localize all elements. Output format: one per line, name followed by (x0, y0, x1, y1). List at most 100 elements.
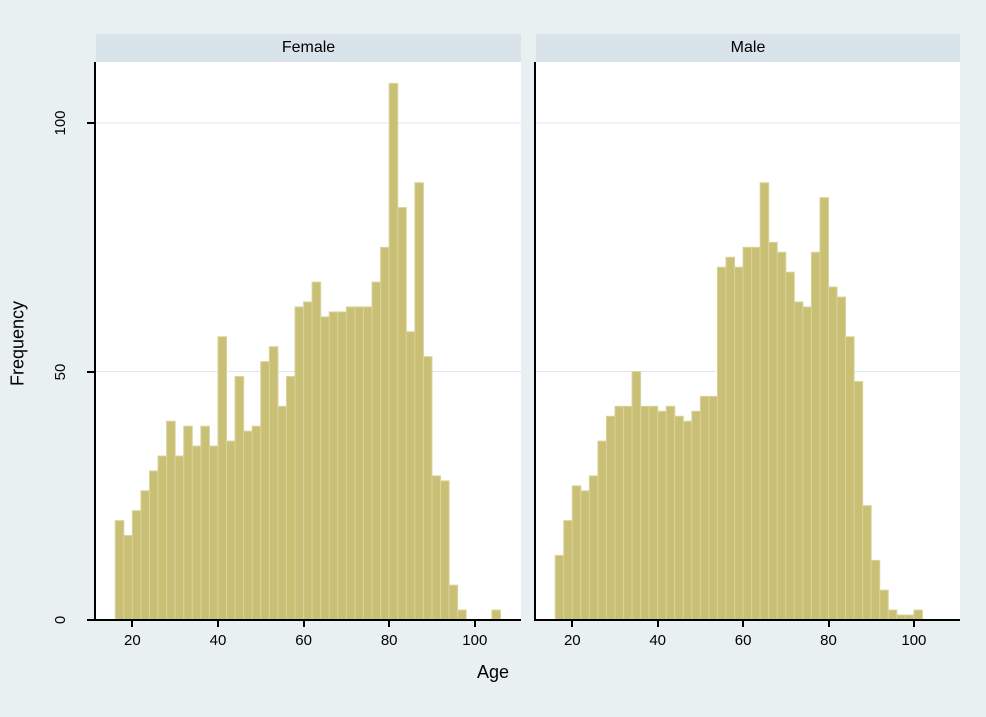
histogram-bar (422, 356, 433, 621)
panel-title-female: Female (281, 39, 336, 56)
x-tick-mark (473, 621, 476, 627)
female-histogram (96, 82, 521, 621)
histogram-bar (554, 554, 565, 621)
x-axis-line-male (534, 619, 960, 621)
histogram-bar (174, 455, 185, 621)
x-tick-label: 80 (380, 632, 398, 649)
panel-header-female: Female (96, 34, 521, 62)
histogram-bar (742, 246, 753, 621)
histogram-bar (277, 405, 287, 621)
histogram-bar (380, 246, 390, 621)
histogram-bar (397, 207, 407, 621)
histogram-bar (708, 395, 718, 621)
histogram-bar (440, 480, 450, 621)
histogram-bar (819, 197, 829, 621)
y-tick-mark (87, 370, 94, 373)
histogram-bar (827, 286, 838, 621)
histogram-bar (631, 371, 642, 621)
x-tick-label: 40 (209, 632, 227, 649)
histogram-bar (354, 306, 365, 621)
histogram-bar (320, 316, 330, 621)
y-tick-label: 0 (52, 615, 69, 625)
histogram-bar (785, 271, 795, 621)
histogram-bar (580, 490, 590, 621)
y-tick-label: 50 (52, 363, 69, 380)
y-tick-label: 100 (52, 110, 69, 136)
histogram-bar (776, 251, 787, 621)
histogram-bar (879, 589, 889, 621)
histogram-bar (157, 455, 168, 621)
panel-header-male: Male (536, 34, 960, 62)
histogram-bar (140, 490, 150, 621)
x-tick-label: 40 (649, 632, 667, 649)
x-tick-mark (388, 621, 391, 627)
x-tick-mark (217, 621, 219, 627)
x-tick-label: 60 (295, 632, 312, 649)
histogram-bar (294, 306, 305, 621)
histogram-bar (371, 281, 382, 621)
histogram-bar (431, 475, 442, 621)
histogram-bar (191, 445, 202, 621)
histogram-bar (648, 405, 659, 621)
histogram-bar (268, 346, 279, 621)
histogram-bar (414, 182, 424, 621)
histogram-bar (448, 584, 459, 621)
histogram-bar (768, 241, 778, 621)
histogram-bar (665, 405, 676, 621)
histogram-bar (623, 405, 633, 621)
histogram-bar (123, 535, 133, 621)
histogram-bar (674, 415, 684, 621)
histogram-bar (217, 336, 228, 621)
y-tick-mark (87, 122, 94, 125)
x-tick-label: 20 (563, 632, 581, 649)
histogram-bar (166, 420, 176, 621)
histogram-bar (328, 311, 339, 621)
histogram-bar (337, 311, 347, 621)
histogram-bar (200, 425, 210, 621)
y-tick-mark (87, 619, 94, 621)
x-tick-mark (131, 621, 134, 627)
histogram-bar (251, 425, 262, 621)
x-tick-label: 60 (734, 632, 752, 649)
histogram-bar (405, 331, 416, 621)
plot-area-female (96, 62, 521, 621)
histogram-bar (131, 510, 142, 621)
y-axis-title: Frequency (7, 300, 28, 387)
histogram-bar (793, 301, 804, 621)
x-axis-title: Age (476, 662, 510, 682)
x-tick-mark (571, 621, 574, 627)
histogram-bar (810, 251, 821, 621)
histogram-bar (725, 256, 736, 621)
histogram-bar (285, 376, 296, 621)
x-tick-mark (827, 621, 830, 627)
histogram-bar (853, 381, 864, 621)
histogram-bar (759, 182, 770, 621)
histogram-bar (802, 306, 812, 621)
histogram-bar (605, 415, 616, 621)
x-tick-mark (742, 621, 745, 627)
histogram-bar (243, 430, 253, 621)
x-tick-label: 20 (124, 632, 141, 649)
histogram-bar (845, 336, 855, 621)
x-tick-mark (912, 621, 915, 627)
histogram-bar (682, 420, 693, 621)
histogram-bar (311, 281, 322, 621)
histogram-bar (734, 266, 744, 621)
histogram-bar (597, 440, 607, 621)
histogram-bar (149, 470, 159, 621)
histogram-bar (588, 475, 599, 621)
histogram-bar (388, 82, 399, 621)
histogram-bar (751, 246, 761, 621)
histogram-bar (208, 445, 219, 621)
histogram-bar (716, 266, 727, 621)
plot-area-male (536, 62, 960, 621)
y-axis-line-female (94, 62, 96, 621)
histogram-bar (260, 361, 270, 621)
histogram-bar (563, 520, 573, 621)
histogram-bar (699, 395, 710, 621)
x-tick-label: 100 (462, 632, 488, 649)
histogram-bar (303, 301, 313, 621)
histogram-bar (657, 410, 667, 621)
y-axis-line-male (534, 62, 536, 621)
histogram-bar (571, 485, 582, 621)
